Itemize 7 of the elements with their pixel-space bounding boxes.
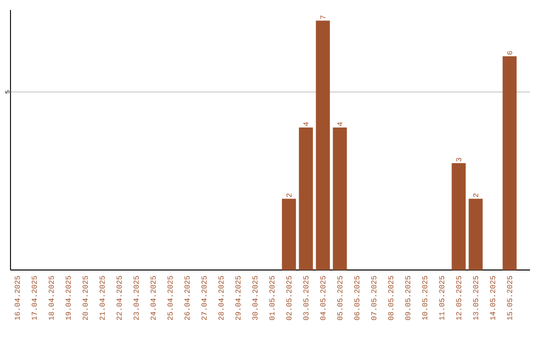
bar	[316, 20, 330, 270]
bar	[452, 163, 466, 270]
bar	[468, 198, 483, 270]
bar	[332, 128, 347, 270]
bar	[298, 128, 313, 270]
bar	[282, 198, 296, 270]
bar	[502, 56, 517, 270]
